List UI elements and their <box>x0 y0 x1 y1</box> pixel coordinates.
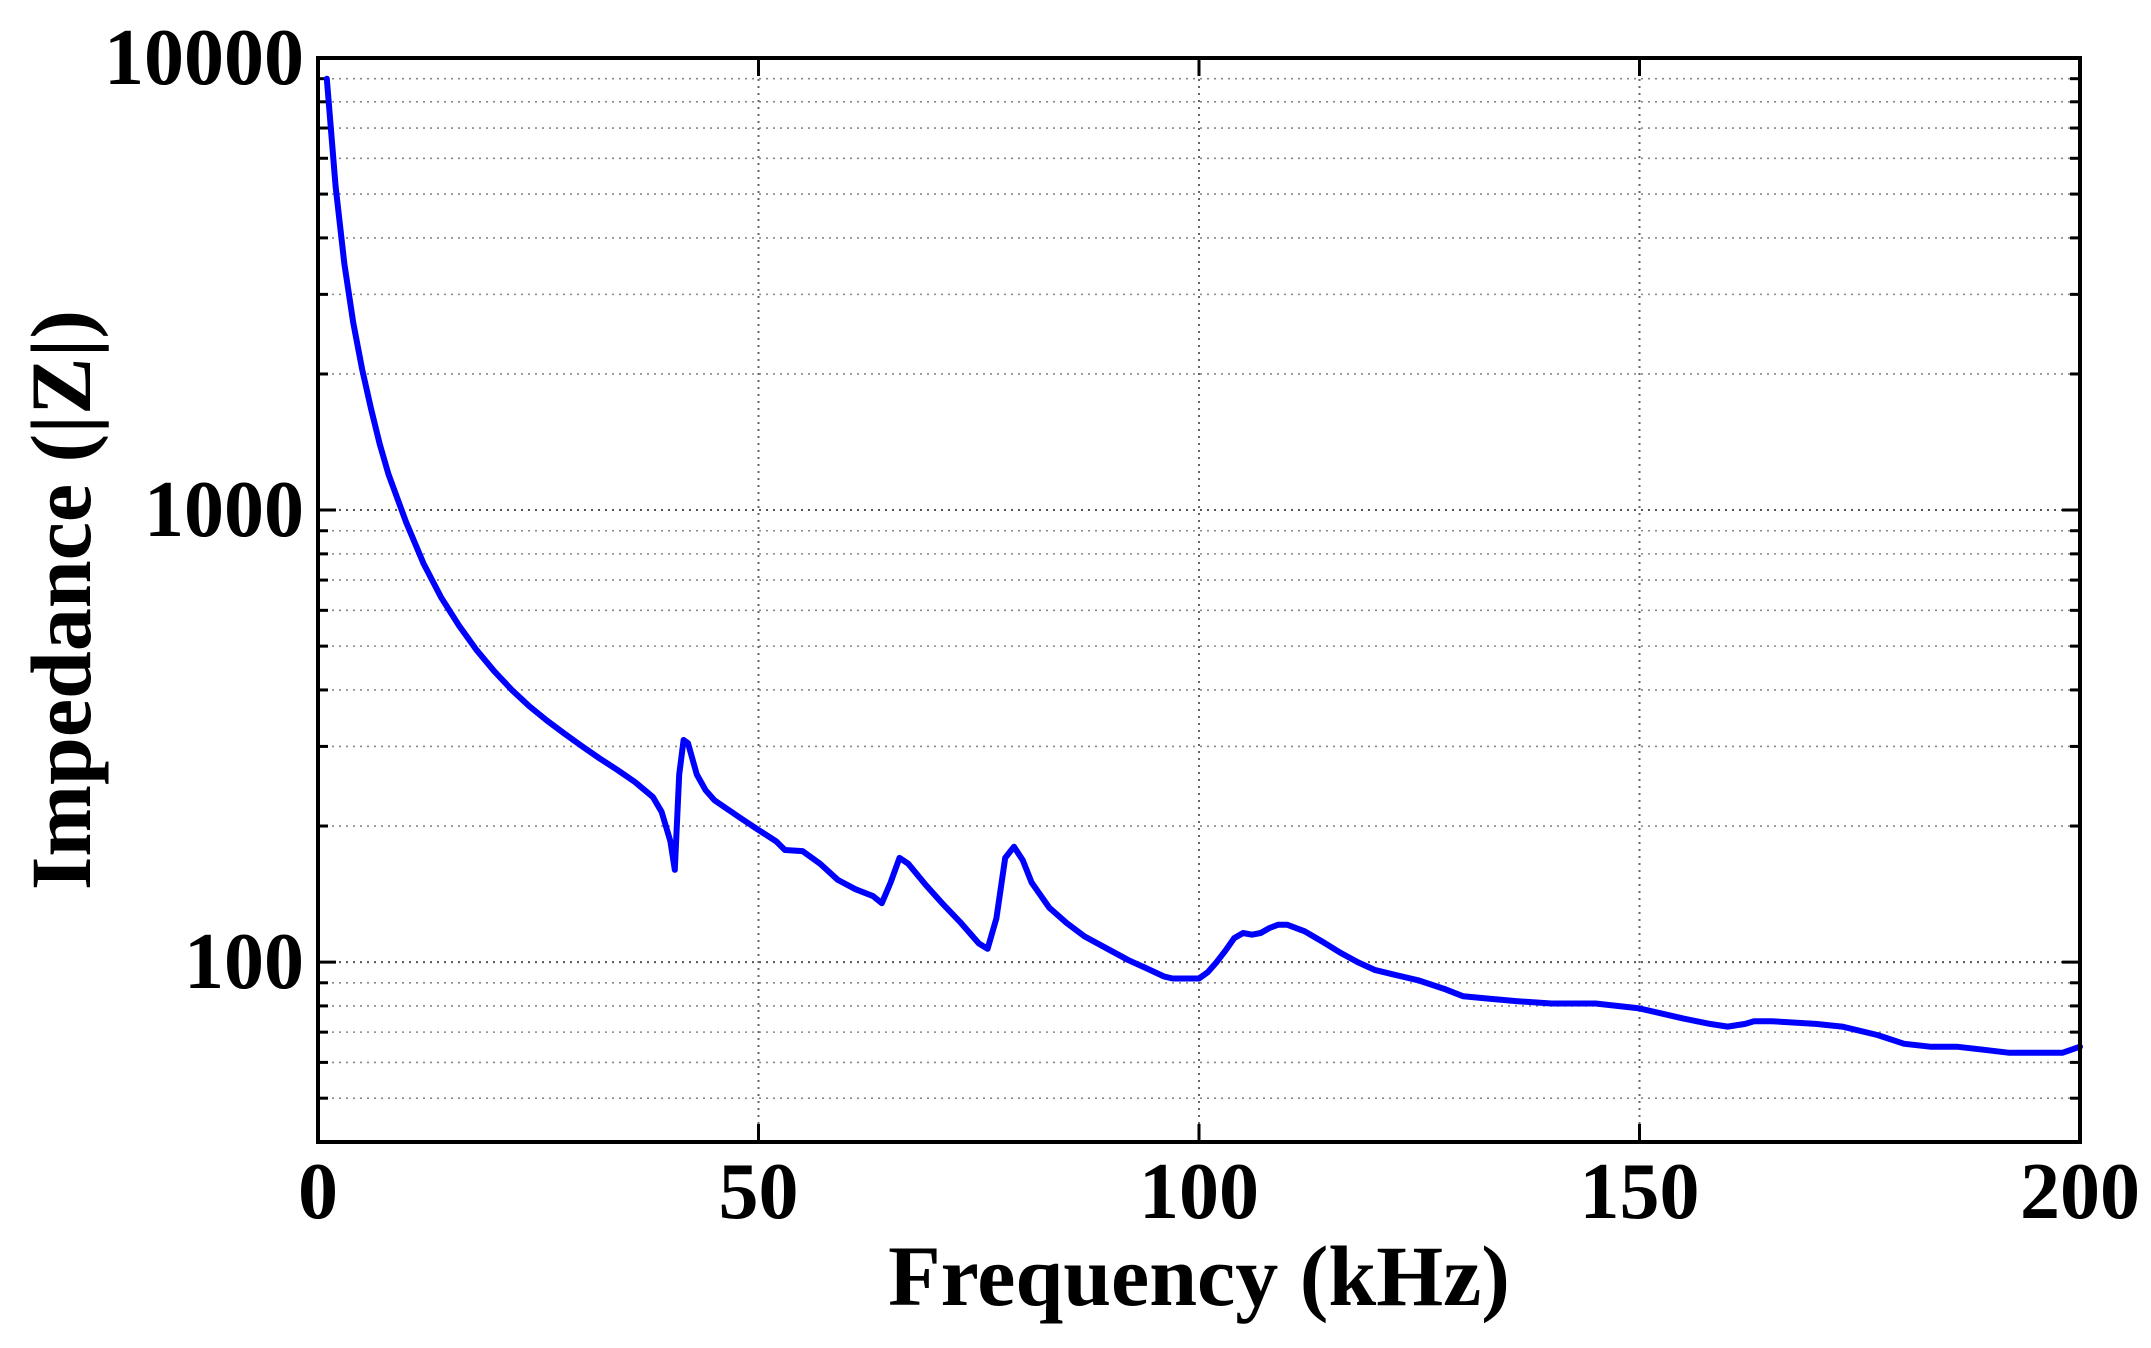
x-tick-label: 50 <box>719 1148 799 1236</box>
series-line <box>323 75 2083 1056</box>
y-tick-label: 100 <box>184 918 304 1006</box>
grid-lines <box>318 57 2080 1143</box>
x-tick-label: 100 <box>1139 1148 1259 1236</box>
x-tick-label: 0 <box>298 1148 338 1236</box>
x-axis-label: Frequency (kHz) <box>888 1228 1510 1324</box>
x-tick-label: 150 <box>1580 1148 1700 1236</box>
x-tick-label: 200 <box>2020 1148 2140 1236</box>
y-tick-label: 10000 <box>104 14 304 102</box>
y-tick-label: 1000 <box>144 466 304 554</box>
x-tick-labels: 0 50 100 150 200 <box>298 1148 2140 1236</box>
y-tick-labels: 100 1000 10000 <box>104 14 304 1006</box>
plot-area <box>323 75 2083 1056</box>
y-axis-label: Impedance (|Z|) <box>13 310 109 890</box>
plot-frame <box>316 56 2082 1144</box>
